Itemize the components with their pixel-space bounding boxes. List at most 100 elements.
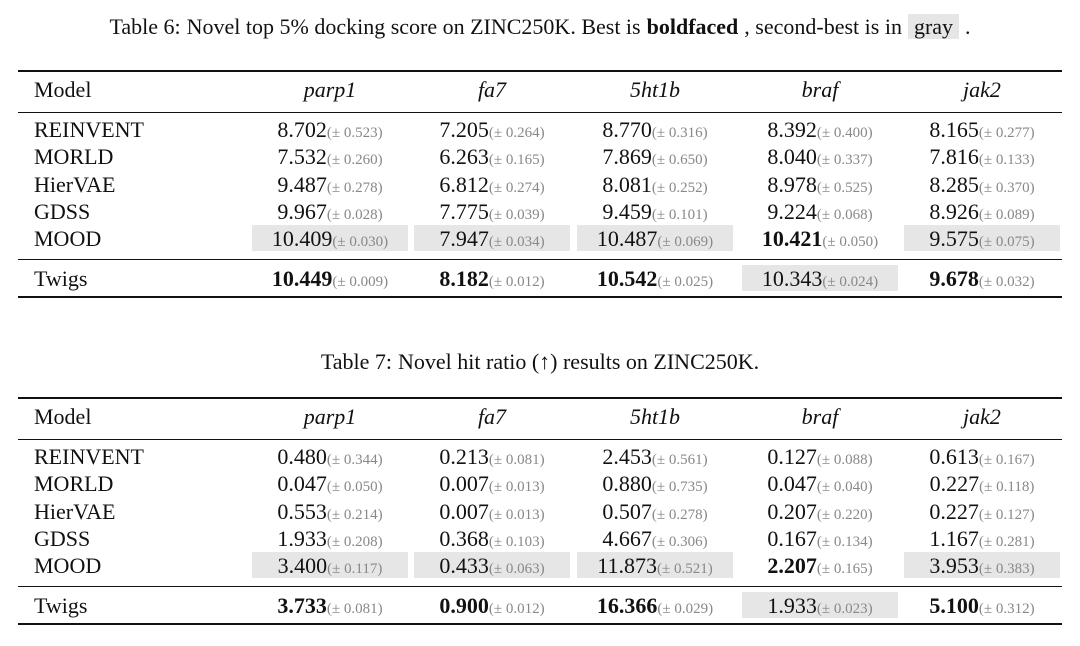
table-cell: 0.880(± 0.735)	[577, 470, 733, 496]
table-cell: 0.613(± 0.167)	[904, 443, 1060, 469]
cell-std: (± 0.069)	[657, 234, 714, 251]
cell-mean: 7.532	[277, 144, 327, 170]
cell-std: (± 0.133)	[978, 152, 1035, 169]
column-header: 5ht1b	[629, 404, 681, 429]
cell-std: (± 0.034)	[488, 234, 545, 251]
model-name: MORLD	[34, 471, 114, 497]
cell-mean: 1.933	[767, 593, 817, 618]
cell-std: (± 0.383)	[978, 561, 1035, 578]
table-cell: 8.165(± 0.277)	[904, 116, 1060, 142]
model-name: MOOD	[34, 226, 102, 252]
table-caption: Table 7: Novel hit ratio (↑) results on Z…	[0, 349, 1080, 375]
cell-std: (± 0.400)	[816, 125, 873, 141]
cell-mean: 1.933	[277, 525, 327, 551]
table-cell: 0.553(± 0.214)	[252, 498, 408, 524]
table-cell: 8.081(± 0.252)	[577, 171, 733, 197]
cell-mean: 8.285	[929, 171, 979, 197]
cell-std: (± 0.032)	[978, 274, 1035, 290]
table-cell: 8.392(± 0.400)	[742, 116, 898, 142]
model-name: Twigs	[34, 266, 88, 291]
cell-mean: 7.947	[439, 226, 489, 252]
cell-mean: 3.400	[277, 553, 328, 579]
caption-part: Table 6:	[109, 14, 181, 39]
cell-std: (± 0.024)	[822, 274, 879, 290]
table-cell: 7.816(± 0.133)	[904, 143, 1060, 169]
cell-mean: 3.733	[277, 593, 327, 618]
cell-std: (± 0.214)	[326, 506, 383, 523]
table-cell: 0.227(± 0.118)	[904, 470, 1060, 496]
cell-mean: 6.263	[439, 144, 489, 170]
cell-std: (± 0.081)	[488, 452, 545, 468]
cell-std: (± 0.220)	[816, 506, 873, 523]
cell-std: (± 0.063)	[488, 561, 545, 578]
caption-part: .	[965, 14, 971, 39]
bottom-rule	[18, 623, 1062, 625]
cell-mean: 4.667	[602, 525, 652, 551]
table-cell: 0.900(± 0.012)	[414, 592, 570, 618]
cell-mean: 10.343	[761, 266, 823, 291]
cell-mean: 9.487	[277, 171, 327, 197]
cell-std: (± 0.028)	[326, 206, 383, 223]
cell-mean: 11.873	[597, 553, 657, 579]
cell-mean: 8.770	[602, 117, 652, 142]
cell-std: (± 0.735)	[651, 479, 708, 496]
cell-std: (± 0.081)	[326, 601, 383, 617]
cell-mean: 0.900	[439, 593, 489, 618]
table-cell: 8.040(± 0.337)	[742, 143, 898, 169]
mid-rule	[18, 439, 1062, 440]
cell-std: (± 0.012)	[488, 601, 545, 617]
cell-mean: 0.507	[602, 498, 652, 524]
cell-std: (± 0.101)	[651, 206, 708, 223]
table-cell: 10.487(± 0.069)	[577, 225, 733, 252]
cell-std: (± 0.117)	[327, 561, 383, 578]
table-cell: 8.702(± 0.523)	[252, 116, 408, 142]
table-cell: 6.812(± 0.274)	[414, 171, 570, 197]
caption-part: Novel hit ratio (↑) results on ZINC250K.	[398, 349, 760, 374]
cell-mean: 9.459	[602, 198, 652, 224]
cell-mean: 9.224	[767, 198, 817, 224]
cell-std: (± 0.208)	[326, 533, 383, 550]
cell-std: (± 0.165)	[488, 152, 545, 169]
caption-part: boldfaced	[646, 14, 739, 39]
cell-mean: 0.480	[277, 444, 327, 469]
cell-std: (± 0.029)	[657, 601, 714, 617]
cell-mean: 9.967	[277, 198, 327, 224]
column-header: fa7	[477, 77, 507, 102]
model-name: GDSS	[34, 198, 91, 224]
cell-std: (± 0.337)	[816, 152, 873, 169]
table-cell: 10.343(± 0.024)	[742, 265, 898, 291]
caption-part: Novel top 5% docking score on ZINC250K. …	[186, 14, 641, 39]
table-cell: 0.368(± 0.103)	[414, 525, 570, 551]
table-cell: 9.967(± 0.028)	[252, 198, 408, 224]
cell-std: (± 0.312)	[978, 601, 1035, 617]
table-cell: 0.047(± 0.050)	[252, 470, 408, 496]
cell-std: (± 0.274)	[488, 179, 545, 196]
model-name: Twigs	[34, 593, 88, 618]
cell-mean: 7.775	[439, 198, 489, 224]
cell-std: (± 0.281)	[978, 533, 1035, 550]
cell-std: (± 0.023)	[816, 601, 873, 617]
model-name: MORLD	[34, 144, 114, 170]
table-cell: 0.007(± 0.013)	[414, 470, 570, 496]
mid-rule	[18, 112, 1062, 113]
cell-mean: 0.553	[277, 498, 327, 524]
mid-rule	[18, 586, 1062, 587]
cell-mean: 8.926	[929, 198, 979, 224]
column-header: jak2	[963, 404, 1001, 429]
table-cell: 3.733(± 0.081)	[252, 592, 408, 618]
cell-mean: 16.366	[596, 593, 658, 618]
cell-mean: 0.167	[767, 525, 817, 551]
table-caption: Table 6: Novel top 5% docking score on ZI…	[0, 14, 1080, 40]
cell-std: (± 0.134)	[816, 533, 873, 550]
cell-std: (± 0.523)	[326, 125, 383, 141]
table-cell: 0.127(± 0.088)	[742, 443, 898, 469]
cell-mean: 2.207	[767, 553, 817, 579]
table-cell: 9.224(± 0.068)	[742, 198, 898, 224]
cell-mean: 0.127	[767, 444, 817, 469]
table-cell: 8.978(± 0.525)	[742, 171, 898, 197]
cell-mean: 0.880	[602, 471, 652, 497]
table-cell: 0.207(± 0.220)	[742, 498, 898, 524]
cell-std: (± 0.103)	[488, 533, 545, 550]
cell-std: (± 0.030)	[332, 234, 389, 251]
